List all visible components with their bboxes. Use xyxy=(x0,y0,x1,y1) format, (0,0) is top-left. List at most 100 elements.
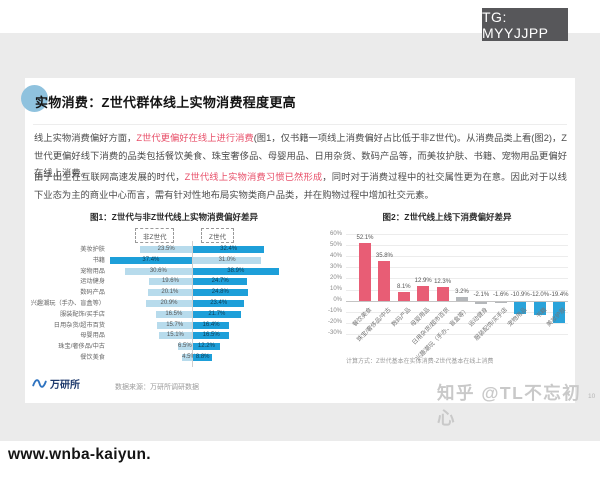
chart1-bar: 38.9% xyxy=(193,267,279,275)
chart2-bar xyxy=(378,260,391,301)
chart1-bar: 21.7% xyxy=(193,310,241,318)
chart1-row: 珠宝/奢侈品/中古 6.5% 12.2% xyxy=(33,343,315,351)
chart2-ytick-label: 40% xyxy=(329,252,342,259)
chart1-bar-slot: 24.7% xyxy=(193,278,248,286)
chart2-bar xyxy=(475,301,488,304)
chart1-bar: 24.7% xyxy=(193,278,248,286)
chart1-row: 美妆护肤 23.5% 32.4% xyxy=(33,246,315,253)
chart1-category-label: 珠宝/奢侈品/中古 xyxy=(58,343,105,351)
chart2-gridline xyxy=(346,278,568,280)
data-source-note: 数据来源：万研所调研数据 xyxy=(115,384,199,391)
chart1-category-label: 母婴用品 xyxy=(80,332,105,340)
chart2-gridline xyxy=(346,289,568,291)
chart1-bar-slot: 30.6% xyxy=(124,267,192,275)
tg-watermark-text: TG: MYYJJPP xyxy=(482,8,549,41)
tg-watermark-badge: TG: MYYJJPP xyxy=(482,8,568,41)
chart1-bar: 16.5% xyxy=(155,310,192,318)
chart1-bar-slot: 15.7% xyxy=(157,321,192,329)
chart1-category-label: 兴趣潮玩（手办、盲盒等） xyxy=(30,300,105,307)
chart2-bar xyxy=(456,297,468,301)
chart2-bar xyxy=(417,286,430,301)
chart1-bar-slot: 6.5% xyxy=(177,343,192,351)
chart2-online-offline-gap: 图2：Z世代线上线下消费偏好差异 60% 50% 40% 30% 20% 10% 0% -10… xyxy=(322,208,572,383)
chart1-bar-slot: 24.8% xyxy=(193,289,248,297)
chart2-gridline xyxy=(346,234,568,235)
chart1-legend-non-genz: 非Z世代 xyxy=(135,228,175,243)
chart1-bar: 20.9% xyxy=(146,300,192,307)
title-accent-circle xyxy=(21,85,48,112)
chart1-bar: 31.0% xyxy=(193,256,262,264)
chart2-bar xyxy=(436,286,449,301)
body-text: ，同时对于消费过程中的社交属性更为在意。因此对于以线下业态为主的商业中心而言，需… xyxy=(34,172,567,200)
chart1-category-label: 运动健身 xyxy=(80,278,105,286)
chart2-gridline xyxy=(346,245,568,247)
slide-title: 实物消费：Z世代群体线上实物消费程度更高 xyxy=(35,95,296,110)
chart1-category-label: 服装配饰/买手店 xyxy=(59,310,105,318)
chart1-category-label: 日用杂货/超市百货 xyxy=(53,321,105,329)
body-text: 由于出生在互联网高速发展的时代， xyxy=(34,172,185,182)
chart1-legend-genz: Z世代 xyxy=(201,228,234,243)
chart2-ytick-label: 60% xyxy=(329,230,342,237)
chart2-value-label: 52.1% xyxy=(356,234,374,241)
chart1-title: 图1：Z世代与非Z世代线上实物消费偏好差异 xyxy=(89,212,259,222)
chart1-bar: 15.1% xyxy=(158,332,192,340)
chart1-bar-slot: 21.7% xyxy=(193,310,241,318)
chart1-bar: 15.7% xyxy=(157,321,192,329)
chart2-bar xyxy=(553,301,565,324)
chart2-value-label: 3.2% xyxy=(455,289,469,296)
chart1-bar-slot: 4.5% xyxy=(182,354,196,361)
chart1-bar: 6.5% xyxy=(177,343,192,351)
chart2-gridline xyxy=(346,300,568,302)
chart1-bar: 4.5% xyxy=(182,354,196,361)
paragraph-2: 由于出生在互联网高速发展的时代，Z世代线上实物消费习惯已然形成，同时对于消费过程… xyxy=(34,169,567,204)
chart2-bar xyxy=(533,301,546,315)
chart2-bar xyxy=(494,301,507,304)
chart2-gridline xyxy=(346,267,568,269)
body-text: 线上实物消费偏好方面， xyxy=(34,133,137,143)
chart1-bar-slot: 16.4% xyxy=(193,321,230,329)
chart1-bar: 16.5% xyxy=(193,332,230,340)
chart2-title: 图2：Z世代线上线下消费偏好差异 xyxy=(382,212,512,222)
chart1-bar-slot: 16.5% xyxy=(193,332,230,340)
chart1-bar: 23.5% xyxy=(140,246,192,253)
highlighted-text: Z世代更偏好在线上进行消费 xyxy=(136,133,254,143)
chart2-value-label: 35.8% xyxy=(375,252,393,259)
chart1-category-label: 书籍 xyxy=(92,256,105,264)
chart1-bar-slot: 23.5% xyxy=(140,246,192,253)
chart1-row: 日用杂货/超市百货 15.7% 16.4% xyxy=(33,321,315,329)
chart1-bar: 20.1% xyxy=(147,289,192,297)
chart2-category-label: 数码产品 xyxy=(390,306,413,328)
chart2-value-label: -10.9% xyxy=(510,291,530,298)
chart2-gridline xyxy=(346,322,568,324)
chart1-bar-slot: 15.1% xyxy=(158,332,192,340)
slide-content-card: 实物消费：Z世代群体线上实物消费程度更高 线上实物消费偏好方面，Z世代更偏好在线… xyxy=(21,78,575,403)
chart1-row: 数码产品 20.1% 24.8% xyxy=(33,289,315,297)
chart1-category-label: 宠物用品 xyxy=(80,267,105,275)
chart1-bar-slot: 37.4% xyxy=(109,256,192,264)
chart1-bar-slot: 32.4% xyxy=(193,246,265,253)
chart1-row: 兴趣潮玩（手办、盲盒等） 20.9% 23.4% xyxy=(30,300,315,307)
chart2-bar xyxy=(359,242,371,301)
chart1-bar-slot: 16.5% xyxy=(155,310,192,318)
paragraph-1: 线上实物消费偏好方面，Z世代更偏好在线上进行消费(图1，仅书籍一项线上消费偏好占… xyxy=(34,130,567,183)
chart1-bar: 37.4% xyxy=(109,256,192,264)
chart2-gridline xyxy=(346,333,568,335)
chart1-center-axis xyxy=(192,241,193,367)
chart1-rows: 美妆护肤 23.5% 32.4% 书籍 37.4% 31.0% 宠物用品 30.6% 38.9%… xyxy=(30,241,315,367)
chart2-value-label: -19.4% xyxy=(549,291,569,298)
body-text: (图1，仅书籍一项线上消费偏好占比低于非Z世代)。从消费品类上看(图2)，Z世代… xyxy=(34,133,567,178)
chart2-value-label: 8.1% xyxy=(396,283,411,290)
chart2-value-label: 12.3% xyxy=(434,278,452,285)
title-divider xyxy=(33,124,567,125)
chart1-category-label: 数码产品 xyxy=(80,289,105,297)
chart2-note: 计算方式：Z世代基本在实体消费-Z世代基本在线上消费 xyxy=(346,359,494,365)
chart1-online-preference-gap: 图1：Z世代与非Z世代线上实物消费偏好差异 非Z世代 Z世代 美妆护肤 23.5%… xyxy=(30,208,315,373)
chart1-bar-slot: 19.6% xyxy=(148,278,192,286)
chart1-bar-slot: 20.9% xyxy=(146,300,192,307)
chart1-bar-slot: 31.0% xyxy=(193,256,262,264)
chart2-ytick-label: 0% xyxy=(333,297,342,304)
chart1-bar: 8.8% xyxy=(193,354,213,361)
chart1-row: 运动健身 19.6% 24.7% xyxy=(33,278,315,286)
chart1-bar: 32.4% xyxy=(193,246,265,253)
logo-wave-icon xyxy=(32,379,47,388)
